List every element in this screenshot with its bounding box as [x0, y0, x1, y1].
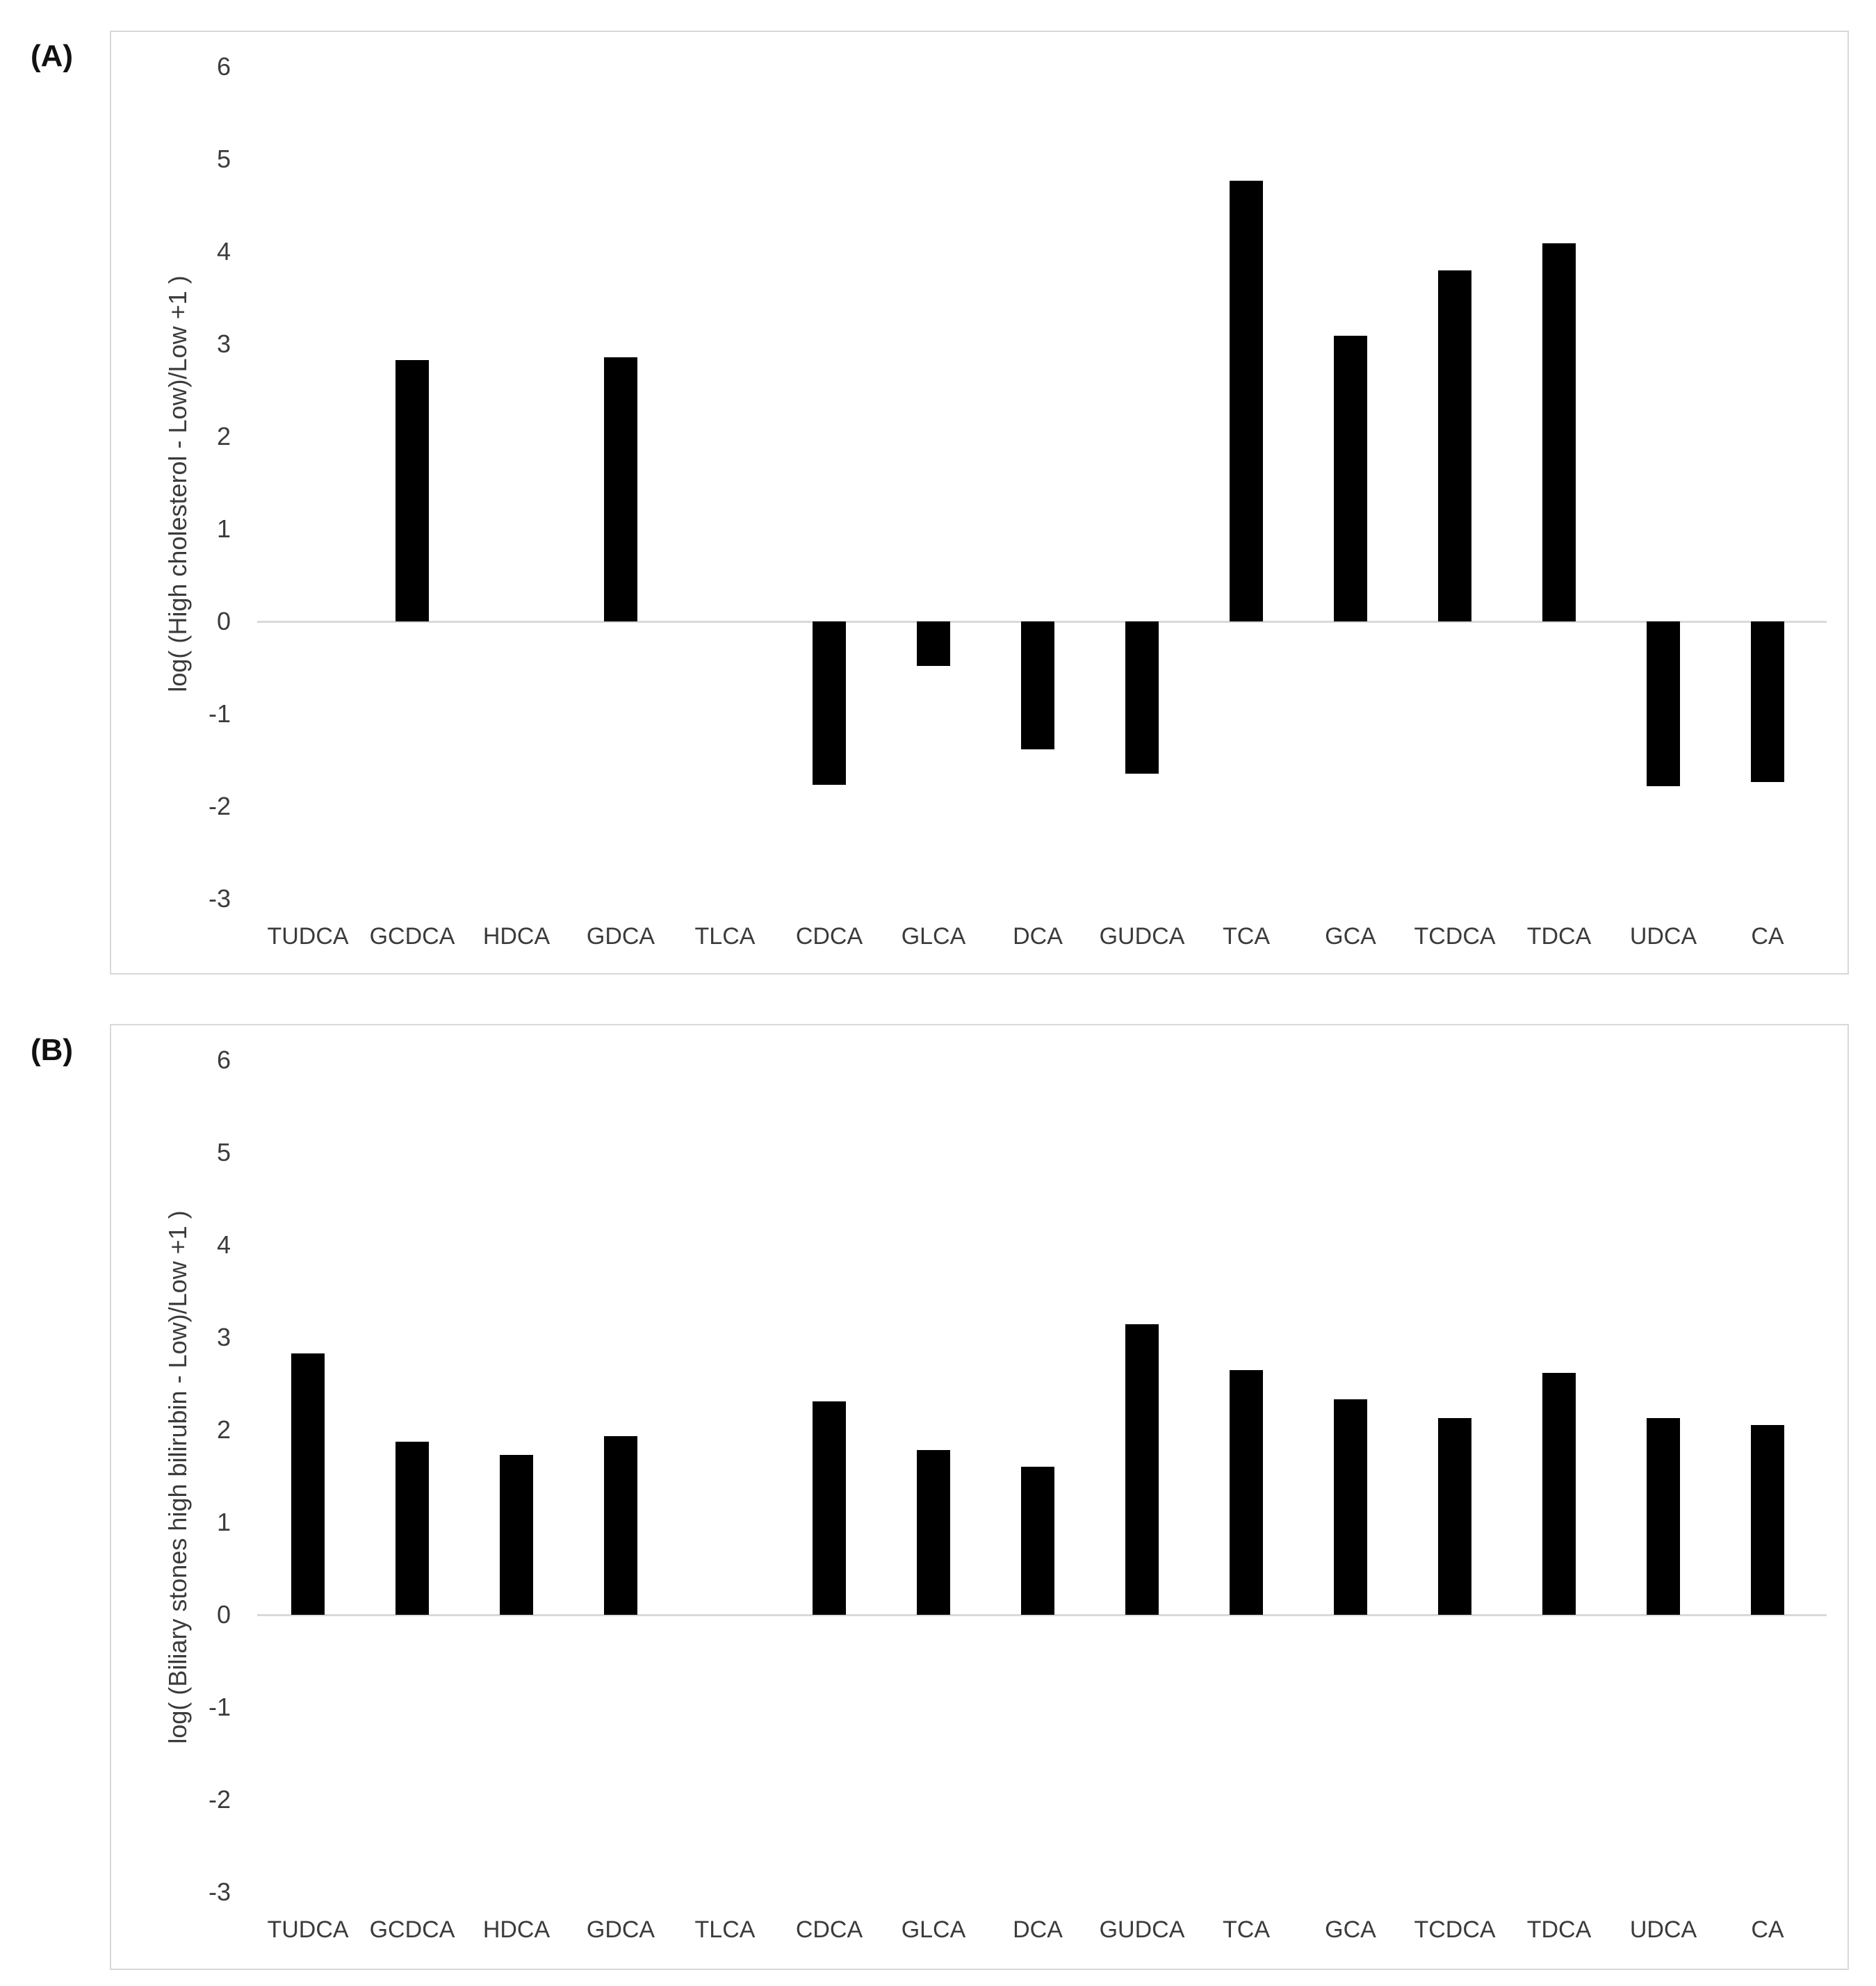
bar-TCDCA — [1438, 1417, 1471, 1615]
y-tick-label: 3 — [216, 1323, 231, 1351]
x-category-label: GUDCA — [1099, 1916, 1185, 1943]
bar-GUDCA — [1125, 1324, 1159, 1615]
x-category-label: GLCA — [901, 923, 966, 950]
bar-TCA — [1230, 180, 1263, 621]
chart-panel-a: log( (High cholesterol - Low)/Low +1 ) 6… — [110, 31, 1849, 975]
y-tick-label: -2 — [208, 792, 231, 820]
x-category-label: GDCA — [586, 923, 655, 950]
x-category-label: TDCA — [1526, 923, 1592, 950]
bar-GLCA — [917, 621, 950, 666]
x-category-label: GCA — [1325, 923, 1376, 950]
x-category-label: TCDCA — [1414, 1916, 1496, 1943]
bar-GDCA — [604, 357, 637, 621]
panel-a-label: (A) — [31, 39, 74, 73]
bar-GCA — [1334, 1399, 1367, 1615]
bar-DCA — [1021, 621, 1054, 749]
x-category-label: TCA — [1223, 1916, 1270, 1943]
y-tick-label: 3 — [216, 329, 231, 358]
x-category-label: HDCA — [482, 1916, 550, 1943]
bar-CA — [1751, 621, 1784, 783]
x-category-label: DCA — [1013, 923, 1063, 950]
x-category-label: HDCA — [482, 923, 550, 950]
x-category-label: DCA — [1013, 1916, 1063, 1943]
y-axis-title-b: log( (Biliary stones high bilirubin - Lo… — [163, 1210, 192, 1744]
x-category-label: GCDCA — [369, 1916, 455, 1943]
y-tick-label: 5 — [216, 1138, 231, 1166]
chart-panel-b: log( (Biliary stones high bilirubin - Lo… — [110, 1024, 1849, 1970]
y-tick-label: 2 — [216, 422, 231, 450]
x-category-label: UDCA — [1629, 1916, 1697, 1943]
x-category-label: GDCA — [586, 1916, 655, 1943]
bar-HDCA — [500, 1454, 533, 1615]
bar-GDCA — [604, 1436, 637, 1615]
y-tick-label: 1 — [216, 1508, 231, 1536]
bar-CDCA — [813, 1401, 846, 1615]
x-category-label: CA — [1751, 923, 1784, 950]
bar-GCDCA — [395, 1442, 429, 1615]
y-tick-label: 5 — [216, 145, 231, 173]
bar-GCA — [1334, 336, 1367, 621]
y-tick-label: 4 — [216, 237, 231, 266]
bar-CA — [1751, 1425, 1784, 1615]
bar-TCA — [1230, 1369, 1263, 1615]
y-tick-label: 6 — [216, 1045, 231, 1074]
bar-TDCA — [1542, 243, 1576, 621]
x-category-label: TCA — [1223, 923, 1270, 950]
y-tick-label: -1 — [208, 699, 231, 728]
y-tick-label: -1 — [208, 1693, 231, 1721]
y-tick-label: 4 — [216, 1230, 231, 1259]
bar-TCDCA — [1438, 270, 1471, 621]
x-category-label: UDCA — [1629, 923, 1697, 950]
panel-b-label: (B) — [31, 1033, 74, 1067]
zero-baseline — [257, 1614, 1827, 1616]
x-category-label: TLCA — [694, 923, 756, 950]
bar-CDCA — [813, 621, 846, 786]
x-category-label: TUDCA — [267, 923, 349, 950]
bar-TUDCA — [291, 1353, 325, 1615]
x-category-label: CA — [1751, 1916, 1784, 1943]
bar-DCA — [1021, 1467, 1054, 1615]
x-category-label: TCDCA — [1414, 923, 1496, 950]
y-tick-label: -3 — [208, 884, 231, 913]
x-category-label: TDCA — [1526, 1916, 1592, 1943]
x-category-label: CDCA — [795, 923, 863, 950]
y-tick-label: 0 — [216, 607, 231, 635]
bar-GCDCA — [395, 359, 429, 621]
bar-TDCA — [1542, 1372, 1576, 1615]
bar-GUDCA — [1125, 621, 1159, 774]
y-tick-label: 0 — [216, 1600, 231, 1629]
y-tick-label: 1 — [216, 514, 231, 543]
bar-GLCA — [917, 1450, 950, 1615]
bar-UDCA — [1647, 621, 1680, 786]
x-category-label: GCDCA — [369, 923, 455, 950]
x-category-label: GCA — [1325, 1916, 1376, 1943]
y-tick-label: 2 — [216, 1415, 231, 1444]
x-category-label: TLCA — [694, 1916, 756, 1943]
y-tick-label: -3 — [208, 1878, 231, 1906]
x-category-label: GUDCA — [1099, 923, 1185, 950]
bar-UDCA — [1647, 1417, 1680, 1615]
y-tick-label: -2 — [208, 1785, 231, 1814]
x-category-label: TUDCA — [267, 1916, 349, 1943]
x-category-label: GLCA — [901, 1916, 966, 1943]
y-tick-label: 6 — [216, 52, 231, 81]
x-category-label: CDCA — [795, 1916, 863, 1943]
